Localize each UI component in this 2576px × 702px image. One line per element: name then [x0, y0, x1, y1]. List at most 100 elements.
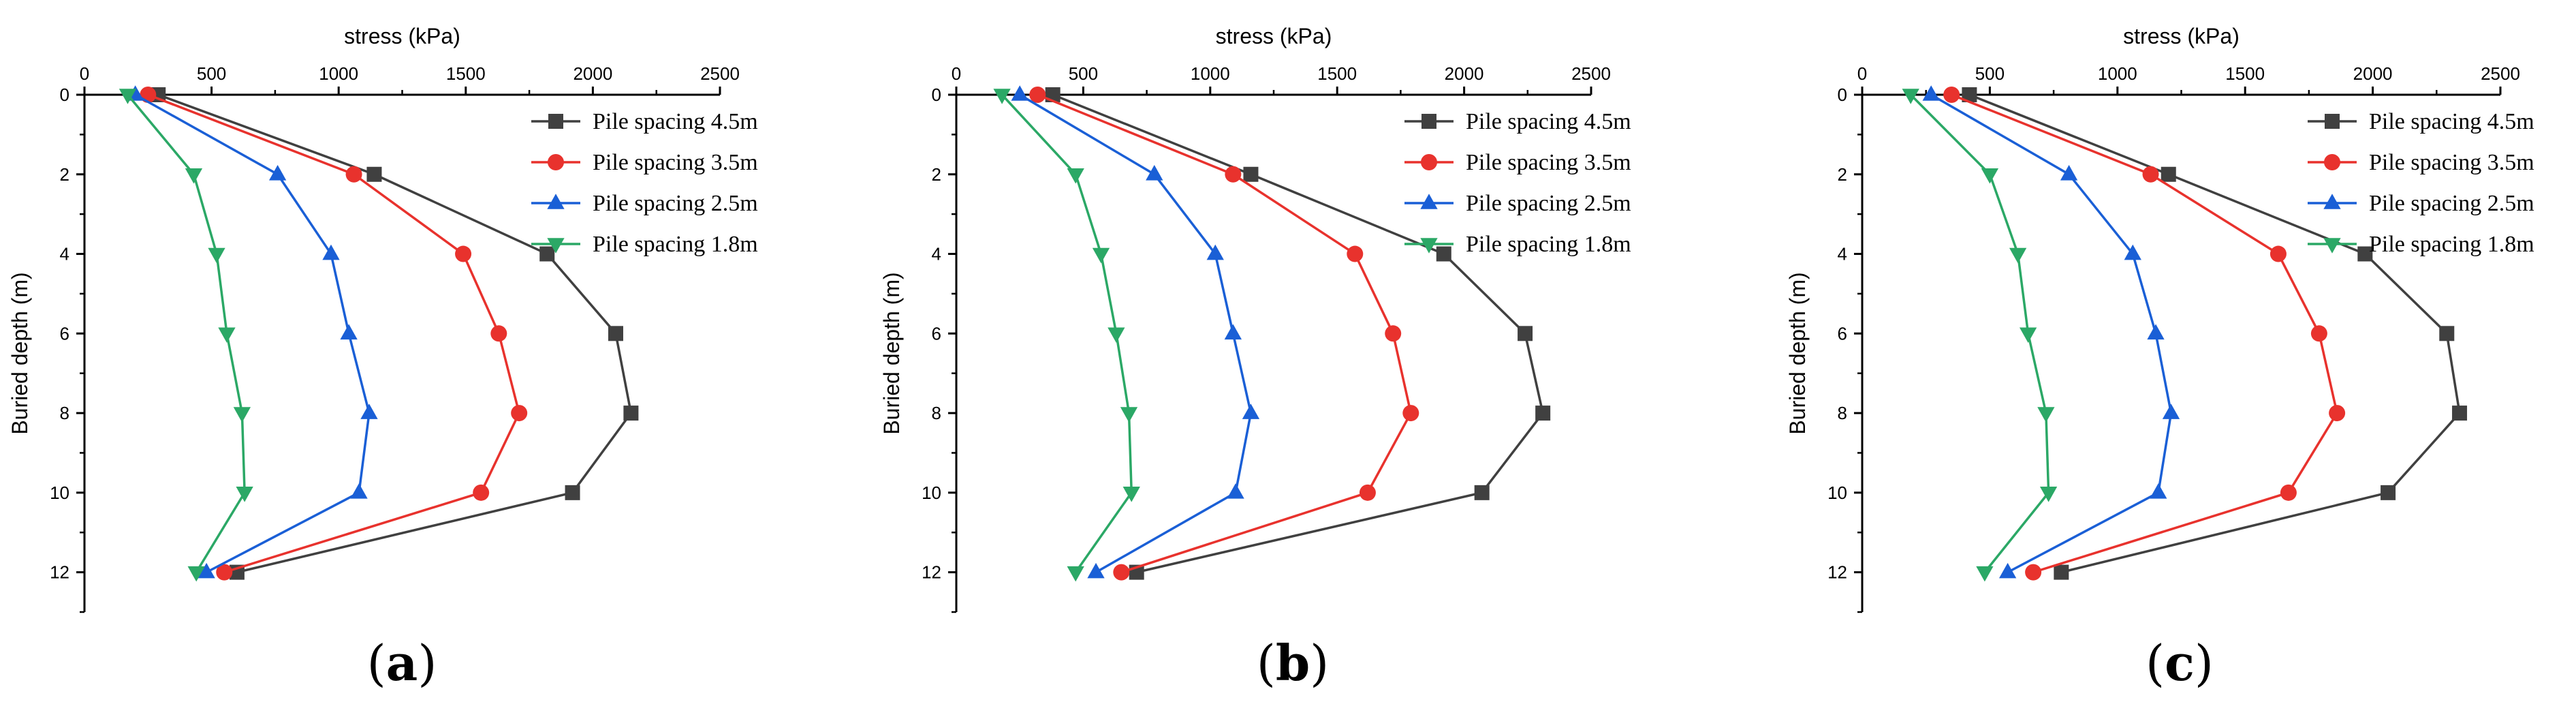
data-point: [1243, 166, 1259, 182]
data-point: [1224, 324, 1242, 340]
data-point: [1474, 485, 1490, 500]
y-tick-label: 12: [50, 562, 69, 583]
legend-swatch-marker: [1421, 114, 1436, 129]
chart-panel-c: 0 500 1000 1500 2000 2500 stress (kPa) 0 2 4 6 8 10 1…: [1785, 24, 2534, 692]
data-point: [1120, 407, 1138, 423]
data-point: [2310, 325, 2327, 342]
data-point: [2060, 165, 2078, 181]
panel-label: (c): [2146, 634, 2214, 692]
chart-panel-b: 0 500 1000 1500 2000 2500 stress (kPa) 0 2 4 6 8 10 1…: [879, 24, 1631, 692]
legend-label: Pile spacing 3.5m: [593, 150, 758, 175]
data-point: [366, 166, 382, 182]
series-s18: [119, 89, 253, 582]
legend: Pile spacing 4.5m Pile spacing 3.5m Pile s…: [531, 109, 758, 257]
data-point: [1092, 247, 1110, 264]
panel-label-open: (: [2146, 635, 2165, 692]
legend-swatch-marker: [2323, 194, 2341, 209]
x-tick-label: 1500: [2225, 63, 2265, 84]
legend-swatch-marker: [548, 114, 563, 129]
data-point: [455, 245, 472, 262]
data-point: [1108, 327, 1125, 344]
data-point: [1146, 165, 1163, 181]
data-point: [2054, 564, 2069, 580]
panel-label: (a): [367, 634, 437, 692]
x-tick-label: 500: [1975, 63, 2005, 84]
series-s45: [151, 87, 639, 580]
x-tick-label: 0: [952, 63, 961, 84]
x-tick-label: 500: [1069, 63, 1098, 84]
data-point: [2162, 403, 2180, 419]
data-point: [2124, 244, 2141, 260]
panel-label-open: (: [367, 635, 386, 692]
y-tick-label: 6: [60, 323, 69, 344]
x-tick-label: 2000: [573, 63, 612, 84]
data-point: [2357, 246, 2373, 262]
data-point: [360, 403, 378, 419]
x-tick-label: 0: [1857, 63, 1867, 84]
legend-swatch-marker: [2325, 114, 2340, 129]
data-point: [187, 566, 205, 582]
data-point: [1535, 406, 1551, 421]
legend-swatch-marker: [1421, 154, 1437, 170]
x-tick-label: 1500: [1317, 63, 1357, 84]
data-point: [322, 244, 340, 260]
data-point: [1962, 87, 1977, 102]
data-point: [1943, 87, 1960, 103]
x-tick-label: 1000: [319, 63, 358, 84]
data-point: [2037, 407, 2055, 423]
x-tick-label: 0: [80, 63, 89, 84]
y-axis-title: Buried depth (m): [7, 272, 32, 434]
legend: Pile spacing 4.5m Pile spacing 3.5m Pile s…: [2308, 109, 2534, 257]
legend-swatch-marker: [1420, 238, 1438, 254]
y-tick-label: 10: [922, 483, 941, 503]
data-point: [1225, 166, 1242, 183]
data-point: [216, 564, 233, 581]
y-axis-title: Buried depth (m): [879, 272, 904, 434]
series-s25: [1011, 85, 1260, 579]
data-point: [2381, 485, 2396, 500]
y-tick-label: 4: [932, 244, 941, 264]
data-point: [623, 406, 639, 421]
y-tick-label: 4: [60, 244, 69, 264]
data-point: [2280, 484, 2297, 501]
y-tick-label: 2: [60, 164, 69, 185]
data-point: [565, 485, 580, 500]
y-tick-label: 8: [932, 403, 941, 423]
data-point: [119, 89, 137, 104]
y-tick-label: 0: [1838, 85, 1847, 105]
y-tick-label: 0: [932, 85, 941, 105]
data-point: [2150, 483, 2167, 499]
legend-label: Pile spacing 2.5m: [2369, 191, 2534, 216]
chart-panel-a: 0 500 1000 1500 2000 2500 stress (kPa) 0 2 4 6 8 10 1…: [7, 24, 758, 692]
data-point: [345, 166, 362, 183]
legend-swatch-marker: [1420, 194, 1438, 209]
data-point: [2329, 405, 2346, 422]
data-point: [1922, 85, 1940, 101]
data-point: [1976, 566, 1994, 582]
legend: Pile spacing 4.5m Pile spacing 3.5m Pile s…: [1404, 109, 1631, 257]
series-s18: [1902, 89, 2058, 582]
data-point: [2439, 326, 2455, 341]
data-point: [2269, 245, 2287, 262]
data-point: [1067, 566, 1084, 582]
y-tick-label: 12: [922, 562, 941, 583]
legend-label: Pile spacing 4.5m: [1466, 109, 1631, 134]
data-point: [1518, 326, 1533, 341]
data-point: [208, 247, 225, 264]
data-point: [340, 324, 358, 340]
series-line: [1037, 93, 1413, 574]
panel-label-close: ): [2195, 635, 2214, 692]
data-point: [1011, 85, 1028, 101]
y-tick-label: 6: [932, 323, 941, 344]
series-s45: [1962, 87, 2468, 580]
data-point: [2009, 247, 2027, 264]
data-point: [1981, 168, 1999, 184]
data-point: [608, 326, 623, 341]
legend-label: Pile spacing 4.5m: [2369, 109, 2534, 134]
y-tick-label: 6: [1838, 323, 1847, 344]
series-s18: [993, 89, 1140, 582]
x-tick-label: 500: [197, 63, 226, 84]
data-point: [268, 165, 287, 181]
data-point: [1359, 484, 1376, 501]
